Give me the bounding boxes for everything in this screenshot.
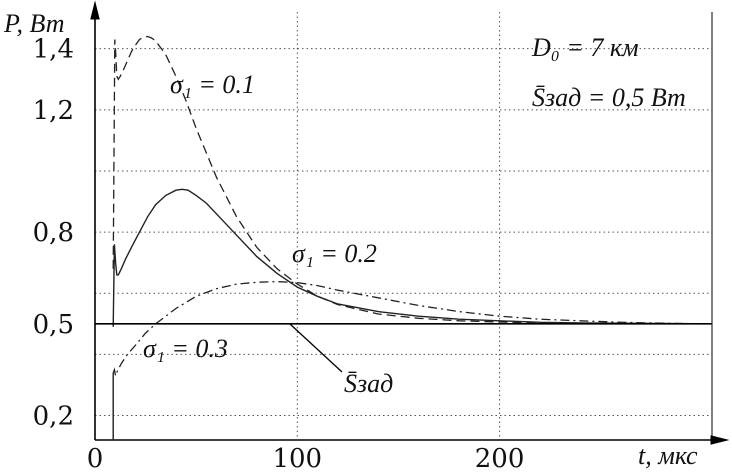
- series-label-sigma-02: σ₁ = 0.2: [292, 239, 377, 268]
- x-tick-label: 0: [87, 444, 104, 473]
- series-label-szad: S̄зад: [344, 369, 393, 398]
- y-tick-label: 0,8: [33, 218, 74, 248]
- series-label-sigma-01: σ₁ = 0.1: [170, 70, 255, 99]
- series: [95, 35, 712, 440]
- y-tick-label: 1,4: [33, 35, 74, 65]
- szad-leader-line: [289, 323, 343, 373]
- param-d0: D₀ = 7 км: [531, 33, 639, 62]
- series-line-3: [112, 280, 702, 379]
- series-label-sigma-03: σ₁ = 0.3: [143, 334, 228, 363]
- axes: [90, 0, 730, 445]
- x-tick-label: 200: [475, 444, 525, 473]
- y-tick-label: 1,2: [33, 96, 74, 126]
- x-axis-label: t, мкс: [638, 441, 698, 470]
- y-tick-label: 0,2: [33, 402, 74, 432]
- series-line-2: [112, 188, 702, 327]
- y-axis-label: P, Вт: [3, 9, 65, 38]
- tick-labels: 0,2 0,5 0,8 1,2 1,4 0 100 200: [33, 35, 525, 473]
- x-tick-label: 100: [272, 444, 322, 473]
- param-szad: S̄зад = 0,5 Вт: [532, 83, 686, 112]
- series-line-1: [112, 35, 702, 325]
- y-tick-label: 0,5: [33, 310, 74, 340]
